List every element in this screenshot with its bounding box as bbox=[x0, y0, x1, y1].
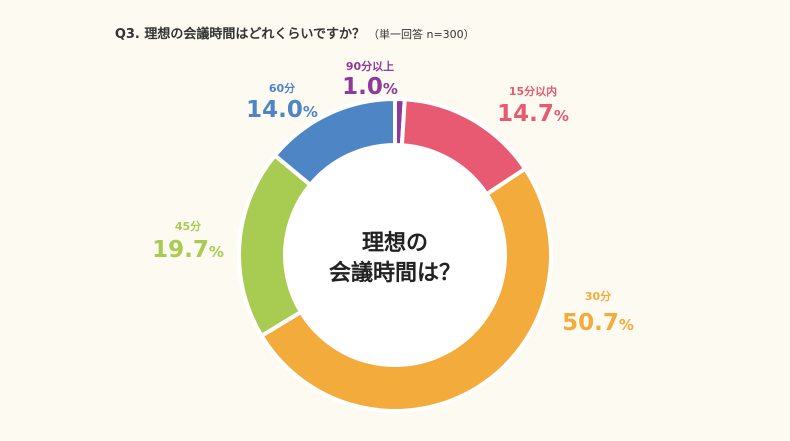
slice-value-label-1: 14.7% bbox=[497, 101, 569, 127]
slice-category-label-2: 30分 bbox=[585, 289, 611, 303]
chart-subtitle: （単一回答 n=300） bbox=[368, 27, 475, 41]
slice-category-label-1: 15分以内 bbox=[509, 84, 557, 98]
donut-center bbox=[286, 146, 504, 364]
slice-value-label-4: 14.0% bbox=[246, 97, 318, 123]
slice-value-label-3: 19.7% bbox=[152, 237, 224, 263]
chart-title: Q3. 理想の会議時間はどれくらいですか？ bbox=[115, 26, 365, 42]
slice-category-label-4: 60分 bbox=[269, 81, 295, 95]
slice-category-label-0: 90分以上 bbox=[346, 59, 394, 73]
slice-category-label-3: 45分 bbox=[175, 219, 201, 233]
center-label-line2: 会議時間は？ bbox=[329, 260, 461, 286]
donut-slice-4 bbox=[272, 97, 397, 187]
donut-slice-2 bbox=[259, 166, 553, 413]
center-label-line1: 理想の bbox=[362, 231, 428, 256]
donut-slices bbox=[237, 97, 553, 413]
slice-value-label-2: 50.7% bbox=[562, 310, 634, 336]
slice-value-label-0: 1.0% bbox=[342, 74, 398, 100]
